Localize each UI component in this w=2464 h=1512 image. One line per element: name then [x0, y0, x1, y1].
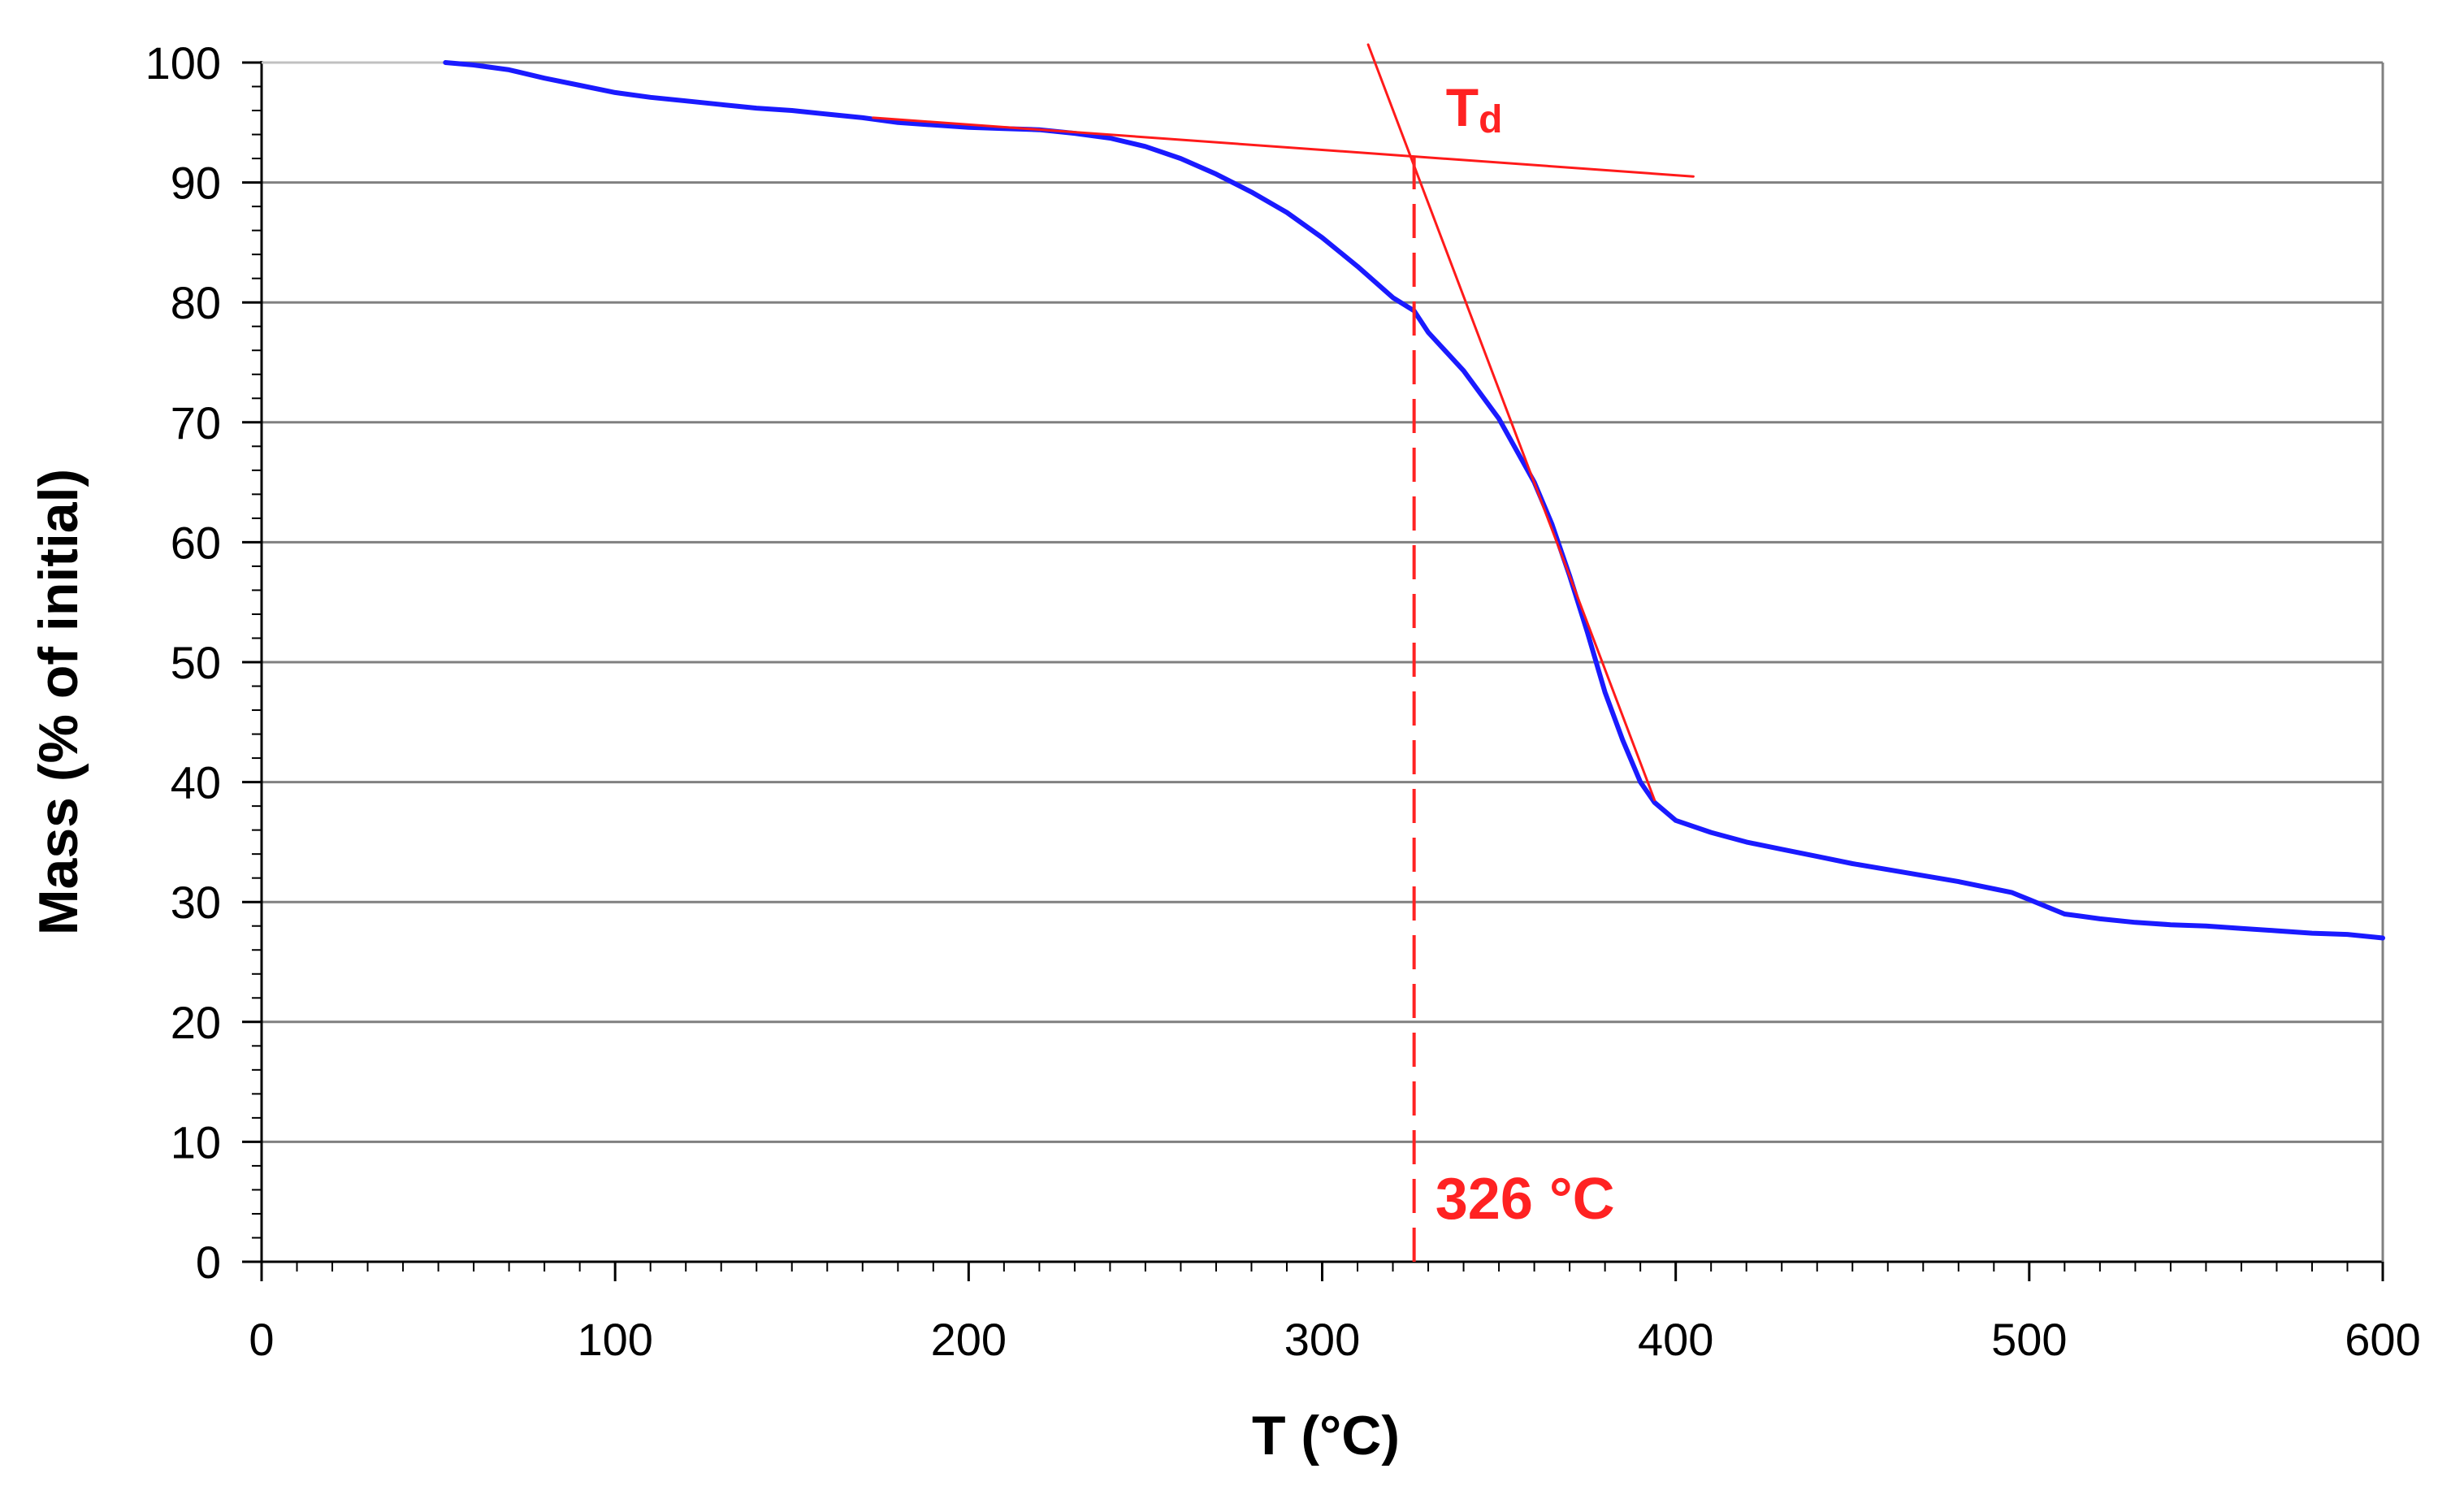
x-tick-label-400: 400 [1638, 1314, 1713, 1365]
x-tick-label-0: 0 [249, 1314, 274, 1365]
annotations: Td 326 °C [1436, 77, 1615, 1232]
y-tick-label-30: 30 [171, 877, 221, 928]
x-tick-labels: 0 100 200 300 400 500 600 [249, 1314, 2420, 1365]
td-label: Td [1446, 77, 1503, 141]
horizontal-gridlines [262, 61, 2383, 1143]
x-axis-title: T (°C) [1252, 1405, 1400, 1467]
y-tick-label-10: 10 [171, 1116, 221, 1168]
y-tick-label-90: 90 [171, 158, 221, 209]
td-value-label: 326 °C [1436, 1167, 1615, 1232]
y-axis-title: Mass (% of initial) [28, 469, 89, 935]
inflection-tangent-line [1366, 43, 1656, 802]
y-tick-label-50: 50 [171, 637, 221, 688]
y-tick-label-60: 60 [171, 517, 221, 568]
y-tick-label-80: 80 [171, 277, 221, 328]
series-layer [262, 43, 2385, 941]
axes [242, 61, 2384, 1281]
y-tick-label-40: 40 [171, 757, 221, 808]
y-tick-label-20: 20 [171, 997, 221, 1048]
y-tick-label-0: 0 [196, 1237, 221, 1288]
x-tick-label-100: 100 [577, 1314, 652, 1365]
baseline-tangent-line [872, 116, 1695, 178]
x-tick-label-500: 500 [1991, 1314, 2067, 1365]
mass-curve [443, 60, 2385, 941]
minor-ticks [252, 85, 2349, 1272]
td-label-subscript: d [1479, 98, 1502, 141]
x-tick-label-200: 200 [931, 1314, 1007, 1365]
x-tick-label-600: 600 [2345, 1314, 2420, 1365]
y-tick-label-100: 100 [145, 37, 221, 89]
y-tick-labels: 0 10 20 30 40 50 60 70 80 90 100 [145, 37, 221, 1288]
y-tick-label-70: 70 [171, 397, 221, 448]
x-tick-label-300: 300 [1284, 1314, 1360, 1365]
td-label-main: T [1446, 77, 1479, 137]
